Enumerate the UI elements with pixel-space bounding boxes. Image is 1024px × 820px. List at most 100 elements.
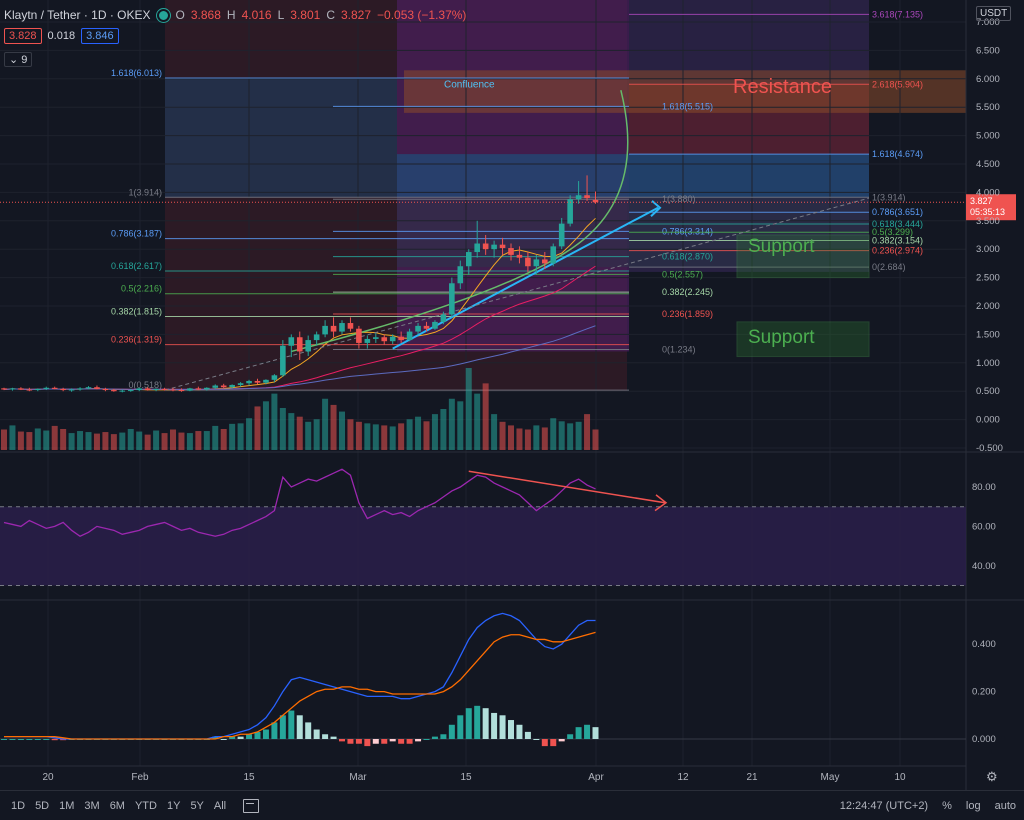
- calendar-icon[interactable]: [243, 798, 260, 813]
- fib-label: 0.236(2.974): [872, 246, 923, 256]
- volume-bar: [440, 409, 447, 450]
- auto-toggle[interactable]: auto: [994, 799, 1016, 812]
- last-price-tag: [966, 194, 1016, 221]
- tf-3m[interactable]: 3M: [84, 799, 100, 812]
- tf-6m[interactable]: 6M: [109, 799, 125, 812]
- candle-body: [398, 336, 404, 341]
- bid-price[interactable]: 3.828: [4, 28, 42, 44]
- annotations-layer[interactable]: Confluence ResistanceSupportSupport3.8270…: [0, 76, 1016, 358]
- indicators-toggle-button[interactable]: ⌄ 9: [4, 52, 33, 67]
- price-tick: 7.000: [976, 17, 1000, 28]
- settings-gear-icon[interactable]: ⚙: [986, 769, 998, 784]
- candle-body: [43, 387, 50, 389]
- volume-bar: [85, 432, 92, 450]
- volume-bar: [170, 429, 176, 450]
- fib-label: 1.618(6.013): [111, 68, 162, 78]
- volume-bar: [186, 433, 193, 450]
- macd-histogram-bar: [9, 739, 16, 740]
- fib-label: 0.618(3.444): [872, 219, 923, 229]
- macd-histogram-bar: [313, 729, 320, 739]
- parabolic-curve: [291, 89, 629, 353]
- macd-histogram-bar: [541, 739, 548, 747]
- currency-badge[interactable]: USDT: [976, 6, 1012, 21]
- candle-body: [305, 340, 311, 352]
- macd-histogram-bar: [499, 715, 506, 739]
- volume-bar: [212, 425, 219, 450]
- candle-body: [271, 375, 278, 380]
- fib-label: 1.618(5.515): [662, 101, 713, 111]
- macd-histogram-bar: [508, 720, 514, 739]
- bid-ask-box: 3.828 0.018 3.846: [4, 28, 119, 44]
- time-tick: 15: [460, 772, 472, 783]
- fib-label: 0.382(1.815): [111, 307, 162, 317]
- volume-bar: [178, 432, 185, 450]
- tf-all[interactable]: All: [213, 799, 227, 812]
- volume-bar: [499, 421, 506, 450]
- candle-body: [381, 337, 388, 342]
- low-label: L: [277, 8, 285, 22]
- volume-bar: [431, 414, 438, 450]
- tf-1y[interactable]: 1Y: [166, 799, 181, 812]
- time-tick: 10: [894, 772, 906, 783]
- candle-body: [313, 334, 320, 341]
- volume-bar: [34, 428, 41, 450]
- macd-histogram-bar: [465, 708, 472, 739]
- volume-bar: [339, 411, 345, 450]
- tf-ytd[interactable]: YTD: [134, 799, 157, 812]
- log-toggle[interactable]: log: [965, 799, 981, 812]
- bottom-toolbar: 1D 5D 1M 3M 6M YTD 1Y 5Y All 12:24:47 (U…: [0, 790, 1024, 820]
- macd-histogram-bar: [440, 734, 447, 739]
- price-tick: 5.500: [976, 102, 1000, 113]
- tf-1m[interactable]: 1M: [59, 799, 75, 812]
- macd-histogram-bar: [474, 705, 481, 739]
- volume-bar: [491, 414, 498, 450]
- support-label-2: Support: [748, 327, 815, 348]
- fib-label: 1(3.914): [128, 187, 162, 197]
- tf-5y[interactable]: 5Y: [190, 799, 204, 812]
- macd-pane: 0.400 0.200 0.000: [0, 612, 996, 747]
- macd-histogram-bar: [237, 736, 244, 739]
- candle-body: [263, 379, 269, 383]
- percent-toggle[interactable]: %: [942, 799, 952, 812]
- candle-body: [51, 387, 58, 389]
- candle-body: [178, 390, 185, 392]
- time-tick: 12: [677, 772, 689, 783]
- volume-bar: [254, 406, 261, 450]
- volume-bar: [533, 425, 540, 450]
- volume-bar: [246, 418, 253, 450]
- rsi-tick: 60.00: [972, 521, 996, 532]
- support-zone-2: [736, 321, 870, 358]
- volume-bar: [17, 431, 24, 450]
- macd-tick: 0.200: [972, 687, 996, 698]
- tf-5d[interactable]: 5D: [35, 799, 50, 812]
- symbol-title[interactable]: Klaytn / Tether · 1D · OKEX: [4, 8, 151, 22]
- fib-label: 0(1.234): [662, 345, 696, 355]
- price-tick: 6.500: [976, 45, 1000, 56]
- volume-bar: [136, 431, 143, 450]
- candle-body: [9, 388, 16, 390]
- volume-bar: [465, 368, 472, 450]
- candle-body: [288, 337, 295, 346]
- volume-bar: [508, 425, 514, 450]
- volume-bar: [203, 431, 210, 450]
- macd-histogram-bar: [372, 739, 379, 744]
- volume-bar: [195, 431, 202, 450]
- volume-bar: [161, 433, 168, 450]
- macd-histogram-bar: [550, 739, 557, 747]
- macd-histogram-bar: [533, 739, 540, 740]
- volume-bar: [355, 421, 362, 450]
- price-tick: 3.000: [976, 244, 1000, 255]
- candle-body: [111, 390, 117, 392]
- volume-bar: [153, 430, 160, 450]
- uptrend-arrow-head: [650, 200, 662, 217]
- rsi-pane: 80.00 60.00 40.00: [0, 468, 996, 586]
- volume-bar: [567, 423, 574, 450]
- volume-bar: [144, 434, 151, 450]
- volume-bar: [524, 429, 531, 450]
- candle-body: [432, 321, 438, 329]
- fib-label: 0.618(2.617): [111, 261, 162, 271]
- candle-body: [254, 380, 261, 383]
- tf-1d[interactable]: 1D: [11, 799, 26, 812]
- ask-price[interactable]: 3.846: [81, 28, 119, 44]
